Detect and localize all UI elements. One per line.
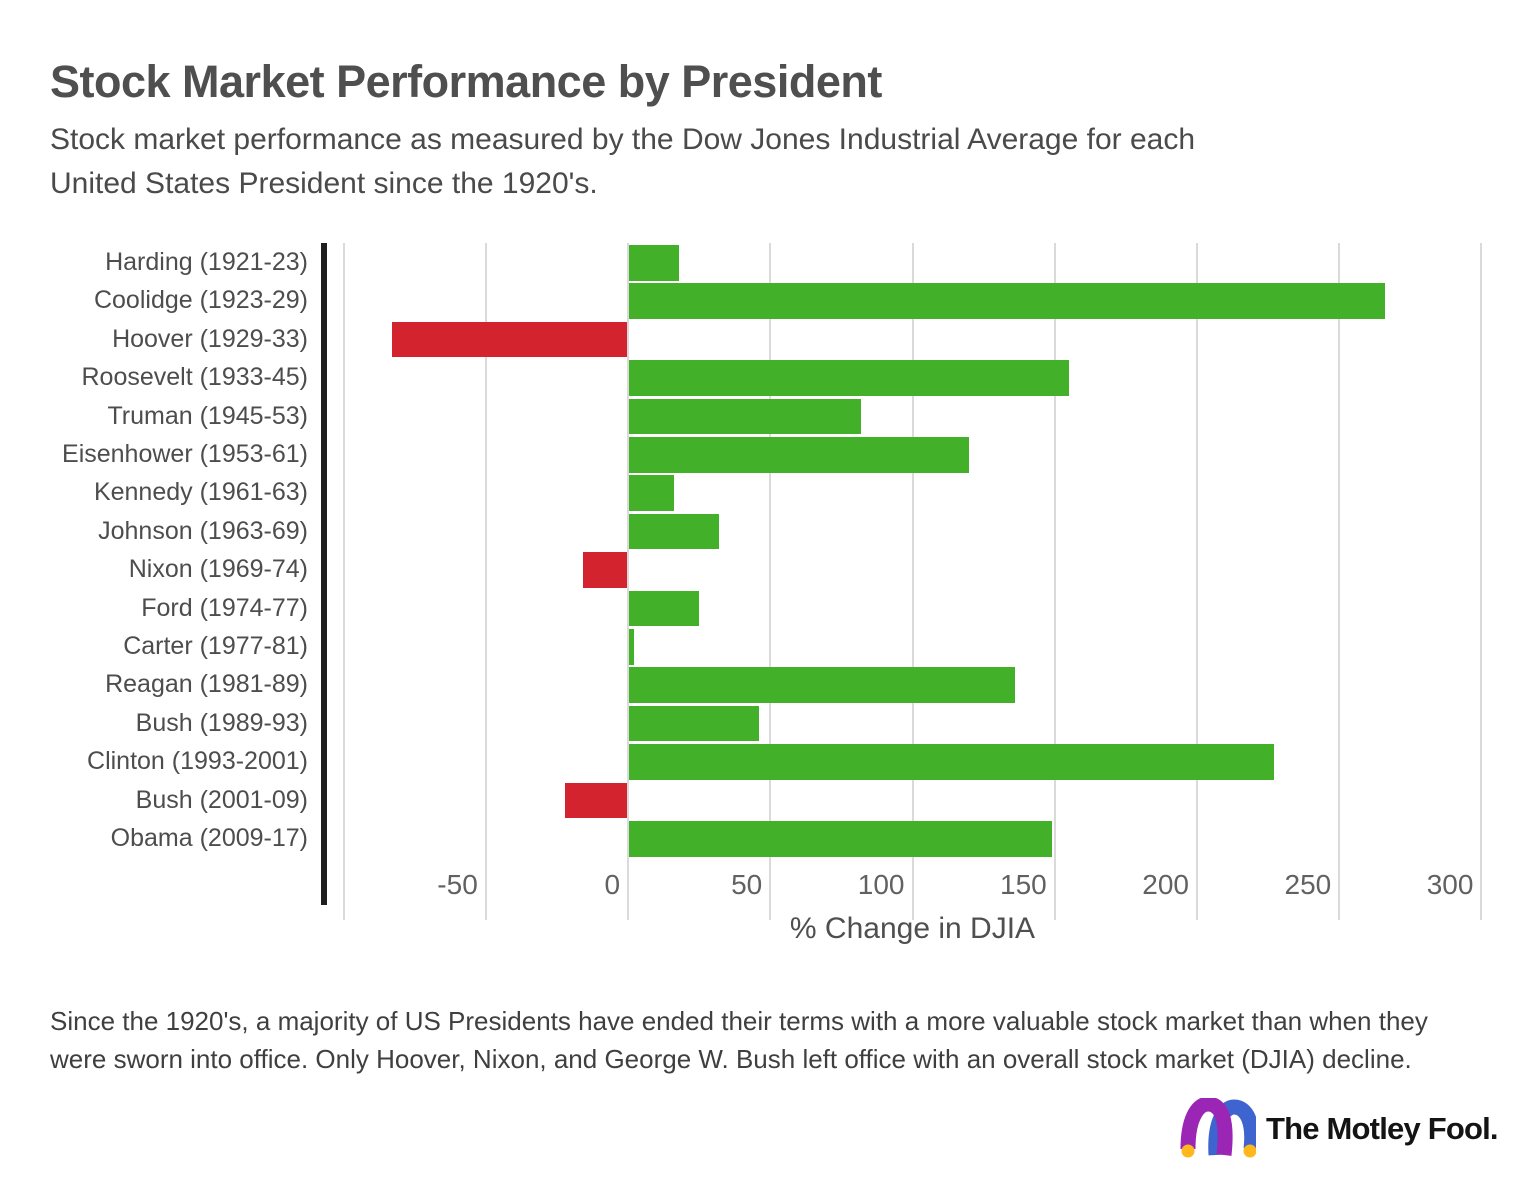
gridline-100: [911, 243, 914, 920]
gridline--50: [484, 243, 487, 920]
x-tick-label-50: 50: [731, 869, 763, 900]
bar-chart: Harding (1921-23) Coolidge (1923-29) Hoove…: [0, 243, 1490, 945]
x-tick-label-0: 0: [604, 869, 621, 900]
gridline-50: [769, 243, 772, 920]
category-label: Truman (1945-53): [107, 401, 308, 430]
motley-fool-logo: The Motley Fool.: [1180, 1098, 1499, 1160]
bar-coolidge-1: [629, 283, 1385, 319]
gridline-200: [1195, 243, 1198, 920]
category-label: Ford (1974-77): [141, 593, 308, 622]
category-label: Harding (1921-23): [105, 248, 308, 276]
category-label: Hoover (1929-33): [112, 324, 308, 353]
footer-line-1: Since the 1920's, a majority of US Presi…: [50, 1006, 1428, 1036]
jester-cap-icon: [1180, 1098, 1256, 1158]
bar-truman-4: [629, 398, 862, 435]
x-tick-label-200: 200: [1142, 869, 1189, 900]
bar-harding-0: [629, 245, 680, 281]
x-tick-label--50: -50: [437, 869, 478, 900]
category-label: Carter (1977-81): [123, 632, 308, 660]
bar-obama-15: [629, 821, 1052, 857]
x-tick-label-300: 300: [1426, 869, 1474, 900]
bar-nixon-8: [582, 552, 628, 588]
category-label: Coolidge (1923-29): [93, 286, 308, 315]
bar-bush-14: [565, 782, 627, 819]
bar-bush-12: [629, 705, 759, 742]
bar-carter-10: [629, 629, 634, 665]
footer-line-2: were sworn into office. Only Hoover, Nix…: [50, 1044, 1412, 1074]
x-axis-ticks: -50 0 50 100 150 200 250 300: [335, 868, 1490, 902]
bar-ford-9: [629, 590, 700, 627]
logo-wordmark: The Motley Fool.: [1266, 1111, 1499, 1146]
x-tick-label-250: 250: [1284, 869, 1332, 900]
gridline-150: [1053, 243, 1056, 920]
footer-caption: Since the 1920's, a majority of US Presi…: [50, 1002, 1428, 1078]
category-label: Nixon (1969-74): [128, 555, 308, 584]
subtitle-line-2: United States President since the 1920's…: [50, 167, 598, 200]
category-label: Clinton (1993-2001): [87, 747, 308, 776]
bar-reagan-11: [629, 667, 1015, 703]
category-label: Bush (1989-93): [135, 708, 308, 737]
page-title: Stock Market Performance by President: [50, 56, 882, 107]
category-label: Reagan (1981-89): [105, 670, 308, 699]
x-tick-label-100: 100: [857, 869, 905, 900]
category-label: Eisenhower (1953-61): [62, 440, 308, 468]
chart-subtitle: Stock market performance as measured by …: [50, 118, 1195, 206]
bar-hoover-2: [391, 321, 627, 358]
category-label: Johnson (1963-69): [98, 516, 308, 545]
category-label: Kennedy (1961-63): [93, 478, 308, 507]
gridline-250: [1338, 243, 1341, 920]
x-axis-title: % Change in DJIA: [789, 912, 1036, 945]
gridline--100: [342, 243, 345, 920]
bar-eisenhower-5: [629, 437, 970, 473]
bar-johnson-7: [629, 513, 720, 550]
category-axis: Harding (1921-23) Coolidge (1923-29) Hoove…: [0, 243, 308, 863]
category-label: Roosevelt (1933-45): [81, 363, 308, 392]
gridline-0: [627, 243, 630, 920]
bar-clinton-13: [629, 744, 1274, 780]
subtitle-line-1: Stock market performance as measured by …: [50, 123, 1196, 156]
plot-area: [335, 243, 1490, 920]
category-label: Obama (2009-17): [110, 824, 308, 852]
category-label: Bush (2001-09): [135, 785, 308, 814]
x-tick-label-150: 150: [1000, 869, 1047, 900]
y-axis-line: [321, 243, 327, 905]
bar-roosevelt-3: [629, 360, 1069, 396]
gridline-300: [1480, 243, 1483, 920]
bar-kennedy-6: [629, 475, 674, 511]
